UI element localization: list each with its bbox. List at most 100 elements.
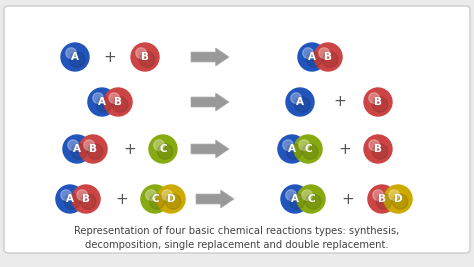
Circle shape <box>66 48 76 58</box>
FancyArrow shape <box>196 190 234 208</box>
Circle shape <box>286 144 302 159</box>
Circle shape <box>306 52 322 67</box>
Text: A: A <box>291 194 299 204</box>
FancyArrow shape <box>191 48 229 66</box>
Circle shape <box>61 190 72 201</box>
Text: B: B <box>114 97 122 107</box>
Circle shape <box>157 144 173 159</box>
Circle shape <box>63 135 91 163</box>
Circle shape <box>302 190 312 201</box>
Circle shape <box>297 185 325 213</box>
Circle shape <box>364 88 392 116</box>
Text: B: B <box>324 52 332 62</box>
Circle shape <box>96 97 112 112</box>
Text: +: + <box>104 49 117 65</box>
Circle shape <box>373 97 388 112</box>
Circle shape <box>283 140 293 150</box>
Circle shape <box>305 194 321 209</box>
Text: D: D <box>167 194 175 204</box>
Circle shape <box>294 97 310 112</box>
FancyArrow shape <box>191 140 229 158</box>
Circle shape <box>299 140 310 150</box>
Circle shape <box>364 135 392 163</box>
Text: C: C <box>159 144 167 154</box>
Text: +: + <box>334 95 346 109</box>
Circle shape <box>154 140 164 150</box>
Circle shape <box>131 43 159 71</box>
Text: A: A <box>98 97 106 107</box>
Text: decomposition, single replacement and double replacement.: decomposition, single replacement and do… <box>85 240 389 250</box>
Circle shape <box>373 144 388 159</box>
Circle shape <box>281 185 309 213</box>
Circle shape <box>139 52 155 67</box>
Circle shape <box>104 88 132 116</box>
Text: +: + <box>116 191 128 206</box>
Circle shape <box>68 140 78 150</box>
Circle shape <box>322 52 338 67</box>
Circle shape <box>298 43 326 71</box>
Text: A: A <box>66 194 74 204</box>
Circle shape <box>376 194 392 209</box>
Text: C: C <box>307 194 315 204</box>
Circle shape <box>79 135 107 163</box>
Circle shape <box>165 194 181 209</box>
Circle shape <box>77 190 87 201</box>
Circle shape <box>64 194 80 209</box>
Circle shape <box>109 93 119 103</box>
Circle shape <box>146 190 156 201</box>
Text: Representation of four basic chemical reactions types: synthesis,: Representation of four basic chemical re… <box>74 226 400 236</box>
Circle shape <box>373 190 383 201</box>
Text: +: + <box>342 191 355 206</box>
Circle shape <box>56 185 84 213</box>
Circle shape <box>303 48 313 58</box>
Circle shape <box>278 135 306 163</box>
Text: C: C <box>304 144 312 154</box>
Circle shape <box>141 185 169 213</box>
Circle shape <box>88 88 116 116</box>
Circle shape <box>61 43 89 71</box>
Circle shape <box>286 88 314 116</box>
Circle shape <box>291 93 301 103</box>
Text: A: A <box>71 52 79 62</box>
Text: B: B <box>89 144 97 154</box>
Circle shape <box>149 194 165 209</box>
Circle shape <box>81 194 96 209</box>
Text: +: + <box>124 142 137 156</box>
Circle shape <box>294 135 322 163</box>
Text: A: A <box>308 52 316 62</box>
Text: A: A <box>73 144 81 154</box>
Text: +: + <box>338 142 351 156</box>
Text: A: A <box>288 144 296 154</box>
Circle shape <box>149 135 177 163</box>
Circle shape <box>84 140 94 150</box>
Circle shape <box>369 140 379 150</box>
Circle shape <box>112 97 128 112</box>
Circle shape <box>302 144 318 159</box>
FancyArrow shape <box>191 93 229 111</box>
Text: B: B <box>374 144 382 154</box>
Circle shape <box>72 144 87 159</box>
Circle shape <box>87 144 103 159</box>
Circle shape <box>289 194 305 209</box>
Circle shape <box>368 185 396 213</box>
Text: A: A <box>296 97 304 107</box>
Text: B: B <box>141 52 149 62</box>
Circle shape <box>314 43 342 71</box>
Circle shape <box>162 190 173 201</box>
Circle shape <box>136 48 146 58</box>
Circle shape <box>72 185 100 213</box>
Circle shape <box>319 48 329 58</box>
Text: C: C <box>151 194 159 204</box>
Text: B: B <box>82 194 90 204</box>
FancyBboxPatch shape <box>4 6 470 253</box>
Circle shape <box>93 93 103 103</box>
Text: B: B <box>374 97 382 107</box>
Circle shape <box>69 52 85 67</box>
Circle shape <box>392 194 408 209</box>
Text: D: D <box>394 194 402 204</box>
Circle shape <box>384 185 412 213</box>
Circle shape <box>389 190 400 201</box>
Circle shape <box>286 190 296 201</box>
Circle shape <box>369 93 379 103</box>
Circle shape <box>157 185 185 213</box>
